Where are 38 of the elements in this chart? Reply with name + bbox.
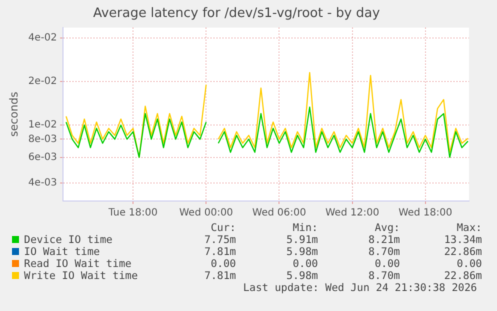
text: 0.00 [292, 258, 319, 270]
text: 5.98m [285, 270, 319, 282]
text: 22.86m [443, 246, 483, 258]
x-tick-label: Tue 18:00 [108, 208, 158, 219]
text: 8.70m [367, 270, 401, 282]
y-tick-label: 2e-02 [28, 76, 58, 88]
y-axis-title: seconds [7, 92, 20, 137]
legend-label: Read IO Wait time [24, 258, 132, 270]
text: 7.75m [203, 234, 237, 246]
text: 0.00 [456, 258, 483, 270]
x-tick-label: Wed 18:00 [398, 208, 452, 219]
text: Cur: [210, 222, 237, 234]
text: Avg: [374, 222, 401, 234]
text: 0.00 [210, 258, 237, 270]
x-tick-label: Wed 06:00 [252, 208, 306, 219]
text: 8.70m [367, 246, 401, 258]
text: 5.98m [285, 246, 319, 258]
text: 5.91m [285, 234, 319, 246]
legend-label: IO Wait time [24, 246, 101, 258]
text: 13.34m [443, 234, 483, 246]
y-tick-label: 4e-02 [28, 32, 58, 44]
y-tick-label: 4e-03 [28, 177, 58, 188]
x-tick-label: Wed 12:00 [325, 208, 380, 219]
y-tick-label: 8e-03 [28, 134, 58, 145]
text: 7.81m [203, 270, 237, 282]
text: 22.86m [443, 270, 483, 282]
x-tick-label: Wed 00:00 [179, 208, 234, 219]
text: Min: [292, 222, 319, 234]
text: 7.81m [203, 246, 237, 258]
text: 8.21m [367, 234, 401, 246]
y-tick-label: 1e-02 [28, 120, 58, 131]
y-tick-label: 6e-03 [28, 152, 58, 163]
text: Max: [456, 222, 483, 234]
text: 0.00 [374, 258, 401, 270]
legend-label: Write IO Wait time [24, 270, 139, 282]
chart-title: Average latency for /dev/s1-vg/root - by day [93, 6, 380, 22]
text: Last update: Wed Jun 24 21:30:38 2026 [242, 282, 478, 294]
legend-label: Device IO time [24, 234, 114, 246]
